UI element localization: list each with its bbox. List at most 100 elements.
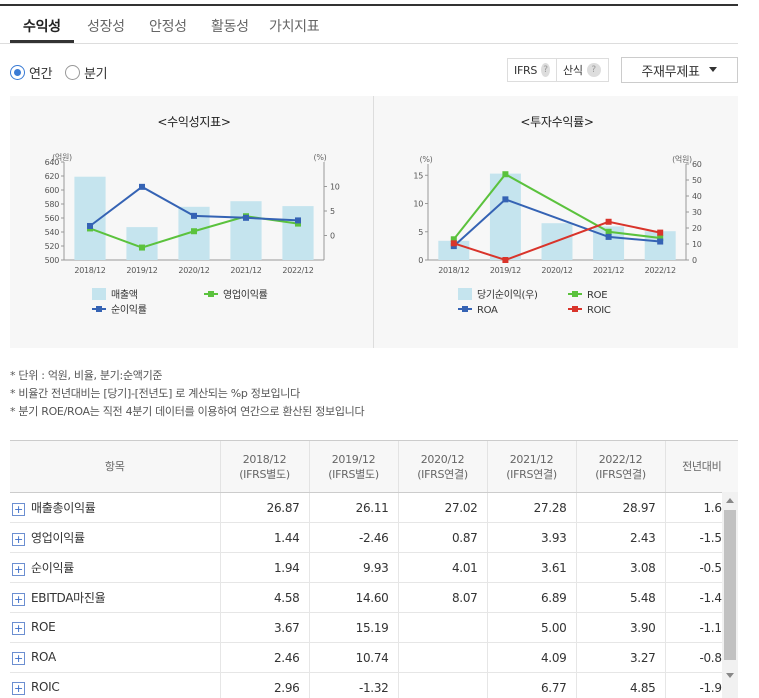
row-label-cell[interactable]: + ROE	[10, 612, 220, 643]
table-cell: 9.93	[308, 552, 398, 583]
x-tick-label: 2020/12	[178, 266, 209, 275]
y-tick-label-left: 520	[45, 242, 60, 251]
data-point	[191, 212, 197, 219]
legend-label: 영업이익률	[223, 288, 268, 301]
note-quarter: * 분기 ROE/ROA는 직전 4분기 데이터를 이용하여 연간으로 환산된 …	[10, 405, 365, 418]
header-period: 2018/12 (IFRS별도)	[219, 440, 309, 493]
radio-selected-icon[interactable]	[10, 65, 25, 80]
y-axis-label-left: (억원)	[52, 152, 72, 162]
tab-activity[interactable]: 활동성	[211, 19, 249, 35]
data-point	[295, 220, 301, 227]
table-row: + ROA 2.46 10.74 4.09 3.27 -0.82	[10, 642, 738, 673]
x-tick-label: 2020/12	[541, 266, 572, 275]
data-point	[243, 214, 249, 221]
y-tick-label-left: 0	[418, 256, 423, 265]
table-cell: 26.87	[219, 492, 309, 523]
table-cell: 28.97	[575, 492, 665, 523]
row-label-cell[interactable]: + ROIC	[10, 672, 220, 698]
y-tick-label-right: 60	[692, 160, 702, 169]
tab-profitability[interactable]: 수익성	[23, 19, 61, 35]
scroll-up-icon[interactable]	[726, 498, 734, 503]
y-tick-label-right: 10	[692, 240, 702, 249]
legend-marker	[572, 306, 578, 312]
row-label: 영업이익률	[31, 531, 85, 545]
legend-label: ROIC	[587, 305, 611, 316]
table-row: + 영업이익률 1.44 -2.46 0.87 3.93 2.43 -1.50	[10, 522, 738, 553]
expand-icon[interactable]: +	[12, 593, 25, 606]
row-label-cell[interactable]: + ROA	[10, 642, 220, 673]
table-cell: -1.32	[308, 672, 398, 698]
x-tick-label: 2022/12	[282, 266, 313, 275]
header-period: 2019/12 (IFRS별도)	[308, 440, 398, 493]
ifrs-info-button[interactable]: IFRS ?	[507, 58, 557, 82]
data-point	[139, 183, 145, 190]
table-scrollbar[interactable]	[722, 492, 738, 698]
row-label-cell[interactable]: + EBITDA마진율	[10, 582, 220, 613]
row-label-cell[interactable]: + 영업이익률	[10, 522, 220, 553]
table-cell: 8.07	[397, 582, 487, 613]
chart-title: <수익성지표>	[157, 115, 230, 129]
scroll-down-icon[interactable]	[726, 673, 734, 678]
legend-label: 당기순이익(우)	[477, 289, 538, 301]
row-label-cell[interactable]: + 매출총이익률	[10, 492, 220, 523]
radio-annual[interactable]: 연간	[10, 63, 53, 82]
expand-icon[interactable]: +	[12, 652, 25, 665]
table-cell: 5.48	[575, 582, 665, 613]
y-tick-label-right: 0	[692, 256, 697, 265]
table-cell: 2.96	[219, 672, 309, 698]
header-item: 항목	[10, 440, 220, 493]
radio-quarter[interactable]: 분기	[65, 63, 108, 82]
table-cell	[397, 672, 487, 698]
legend-label: ROA	[477, 305, 498, 316]
formula-label: 산식	[563, 64, 583, 77]
table-cell: 4.58	[219, 582, 309, 613]
series-line	[453, 198, 661, 247]
data-point	[191, 228, 197, 235]
expand-icon[interactable]: +	[12, 682, 25, 695]
dropdown-label: 주재무제표	[641, 64, 700, 80]
tab-growth[interactable]: 성장성	[87, 19, 125, 35]
expand-icon[interactable]: +	[12, 622, 25, 635]
row-label: ROE	[31, 620, 56, 634]
table-cell: 10.74	[308, 642, 398, 673]
data-point	[657, 234, 664, 241]
scrollbar-thumb[interactable]	[724, 510, 736, 660]
legend-marker	[96, 306, 102, 312]
tab-stability[interactable]: 안정성	[149, 19, 187, 35]
formula-info-button[interactable]: 산식 ?	[557, 58, 609, 82]
chart-area	[10, 96, 738, 348]
data-point	[502, 196, 509, 203]
table-cell	[397, 642, 487, 673]
caret-down-icon	[708, 67, 717, 72]
table-cell: 3.67	[219, 612, 309, 643]
help-icon[interactable]: ?	[541, 63, 550, 77]
data-point	[657, 238, 664, 245]
table-cell: 2.43	[575, 522, 665, 553]
data-point	[502, 171, 509, 178]
radio-quarter-label: 분기	[84, 67, 108, 82]
legend-marker	[572, 291, 578, 297]
y-tick-label-left: 540	[45, 228, 60, 237]
table-cell: 0.87	[397, 522, 487, 553]
y-tick-label-right: 0	[330, 232, 335, 241]
expand-icon[interactable]: +	[12, 503, 25, 516]
radio-unselected-icon[interactable]	[65, 65, 80, 80]
tab-valuation[interactable]: 가치지표	[269, 19, 320, 35]
expand-icon[interactable]: +	[12, 533, 25, 546]
statement-type-dropdown[interactable]: 주재무제표	[621, 57, 738, 83]
help-icon[interactable]: ?	[586, 63, 601, 77]
row-label: EBITDA마진율	[31, 591, 106, 605]
table-row: + 순이익률 1.94 9.93 4.01 3.61 3.08 -0.53	[10, 552, 738, 583]
table-cell: 2.46	[219, 642, 309, 673]
header-period: 2022/12 (IFRS연결)	[575, 440, 665, 493]
notes: * 단위 : 억원, 비율, 분기:순액기준 * 비율간 전년대비는 [당기]-…	[10, 367, 365, 421]
ratio-table: 항목 2018/12 (IFRS별도) 2019/12 (IFRS별도) 2020/…	[10, 440, 738, 698]
y-tick-label-left: 640	[45, 158, 60, 167]
expand-icon[interactable]: +	[12, 563, 25, 576]
table-cell: 14.60	[308, 582, 398, 613]
row-label-cell[interactable]: + 순이익률	[10, 552, 220, 583]
table-cell: 6.89	[486, 582, 576, 613]
table-row: + EBITDA마진율 4.58 14.60 8.07 6.89 5.48 -1.41	[10, 582, 738, 613]
y-tick-label-left: 15	[413, 171, 423, 180]
data-point	[139, 244, 145, 251]
